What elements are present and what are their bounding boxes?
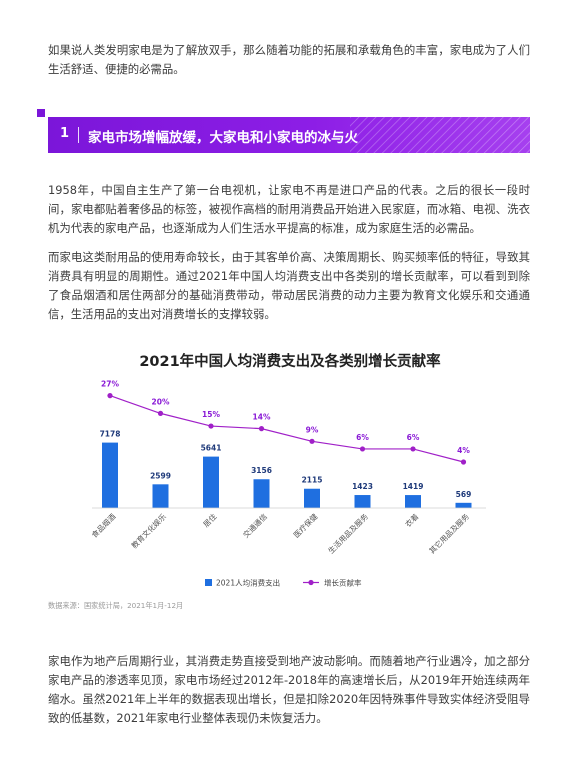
rate-point-3: [208, 423, 214, 429]
consumption-chart: 2021年中国人均消费支出及各类别增长贡献率 7178 27% 食品烟酒 2599 20…: [89, 352, 486, 588]
banner-pattern: [350, 117, 530, 153]
rate-point-6: [359, 446, 366, 452]
bar-value-label: 2599: [150, 471, 171, 480]
rate-value-label: 6%: [356, 433, 369, 442]
category-label: 食品烟酒: [89, 511, 118, 540]
bar-value-label: 1419: [403, 482, 424, 491]
rate-value-label: 9%: [306, 425, 319, 434]
category-label: 生活用品及服务: [326, 511, 371, 556]
section-title: 家电市场增幅放缓，大家电和小家电的冰与火: [88, 130, 358, 146]
bar-value-label: 3156: [251, 466, 272, 475]
section-banner: 1 家电市场增幅放缓，大家电和小家电的冰与火: [48, 117, 530, 153]
bar-4: [253, 479, 270, 508]
rate-value-label: 6%: [407, 433, 420, 442]
paragraph-history: 1958年，中国自主生产了第一台电视机，让家电不再是进口产品的代表。之后的很长一…: [48, 183, 530, 235]
rate-point-1: [107, 393, 113, 399]
bar-value-label: 2115: [302, 476, 323, 485]
rate-point-8: [460, 459, 467, 465]
legend-bar-swatch: [205, 579, 212, 586]
bar-value-label: 5641: [201, 444, 222, 453]
bar-2: [152, 484, 169, 508]
section-number: 1: [60, 126, 70, 141]
legend-line-marker: [308, 579, 314, 586]
rate-point-4: [258, 426, 265, 432]
bar-value-label: 7178: [100, 430, 121, 439]
bar-5: [304, 488, 320, 508]
rate-point-2: [157, 410, 164, 416]
rate-line: [109, 395, 464, 463]
legend: 2021人均消费支出 增长贡献率: [205, 578, 362, 588]
labels-layer: 7178 27% 食品烟酒 2599 20% 教育文化娱乐 5641 15% 居住 3156 14%…: [89, 380, 471, 556]
bars-layer: [102, 442, 472, 508]
rate-value-label: 15%: [202, 410, 220, 419]
bar-value-label: 1423: [352, 482, 373, 491]
category-label: 交通通信: [241, 511, 270, 540]
data-source: 数据来源：国家统计局，2021年1月-12月: [48, 601, 184, 610]
category-label: 医疗保健: [291, 511, 320, 540]
bar-8: [455, 502, 472, 508]
paragraph-cycle: 家电作为地产后周期行业，其消费走势直接受到地产波动影响。而随着地产行业遇冷，加之…: [48, 654, 530, 725]
legend-line-label: 增长贡献率: [324, 578, 362, 588]
category-label: 其它用品及服务: [427, 511, 472, 556]
legend-bar-label: 2021人均消费支出: [216, 578, 280, 588]
category-label: 居住: [201, 511, 219, 529]
rate-value-label: 27%: [101, 380, 119, 389]
bar-7: [405, 495, 421, 508]
bar-6: [354, 495, 371, 508]
bar-3: [203, 456, 219, 508]
rate-point-5: [309, 438, 315, 444]
rate-value-label: 20%: [152, 397, 170, 406]
paragraph-consumption: 而家电这类耐用品的使用寿命较长，由于其客单价高、决策周期长、购买频率低的特征，导…: [48, 250, 530, 321]
banner-corner-mark: [37, 109, 45, 117]
bar-1: [102, 442, 118, 508]
rate-value-label: 14%: [253, 413, 271, 422]
rate-point-7: [410, 446, 416, 452]
section-divider: [78, 127, 79, 143]
category-label: 教育文化娱乐: [129, 511, 168, 550]
rate-value-label: 4%: [457, 446, 470, 455]
bar-value-label: 569: [456, 490, 472, 499]
intro-paragraph: 如果说人类发明家电是为了解放双手，那么随着功能的拓展和承载角色的丰富，家电成为了…: [48, 43, 530, 76]
chart-title: 2021年中国人均消费支出及各类别增长贡献率: [139, 352, 441, 370]
category-label: 衣着: [403, 511, 421, 529]
line-layer: [107, 393, 467, 465]
